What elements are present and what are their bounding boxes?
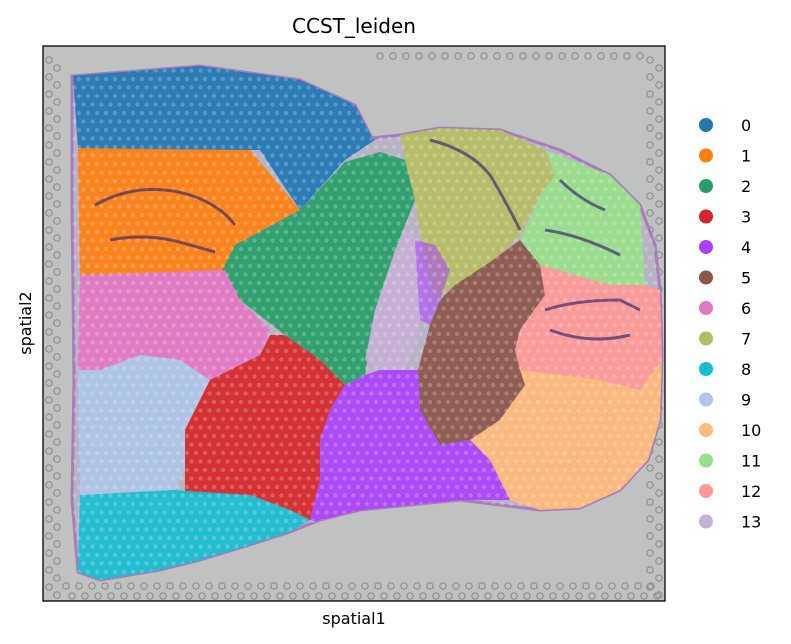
cluster-region-4 xyxy=(310,370,510,525)
cluster-region-0 xyxy=(72,66,375,210)
chart-title: CCST_leiden xyxy=(292,14,416,38)
cluster-region-9 xyxy=(78,355,210,495)
histology-stain-features xyxy=(94,138,641,341)
legend-label-11: 11 xyxy=(741,452,761,471)
cluster-region-3 xyxy=(185,335,345,520)
cluster-region-10 xyxy=(470,360,662,510)
legend-marker-11 xyxy=(699,453,713,468)
legend-label-3: 3 xyxy=(741,208,751,227)
legend-label-13: 13 xyxy=(741,513,761,532)
legend-label-4: 4 xyxy=(741,238,751,257)
legend-label-9: 9 xyxy=(741,391,751,410)
legend-label-8: 8 xyxy=(741,360,751,379)
legend-marker-0 xyxy=(699,118,713,132)
y-axis-label: spatial2 xyxy=(16,291,35,354)
legend-marker-5 xyxy=(699,270,713,285)
legend-marker-7 xyxy=(699,331,713,346)
cluster-region-12 xyxy=(515,265,662,390)
legend-label-7: 7 xyxy=(741,330,751,349)
legend-label-0: 0 xyxy=(741,116,751,135)
legend-label-6: 6 xyxy=(741,299,751,318)
legend-marker-2 xyxy=(699,179,713,193)
legend-label-10: 10 xyxy=(741,421,761,440)
legend-marker-8 xyxy=(699,362,713,376)
legend-marker-6 xyxy=(699,301,713,315)
cluster-region-5 xyxy=(418,240,545,445)
x-axis-label: spatial1 xyxy=(322,609,385,628)
legend-marker-12 xyxy=(699,484,713,498)
cluster-region-1 xyxy=(78,148,300,275)
legend-marker-3 xyxy=(699,209,713,224)
legend-marker-10 xyxy=(699,423,713,437)
legend-label-1: 1 xyxy=(741,147,751,166)
tissue-section xyxy=(70,64,664,582)
cluster-region-6 xyxy=(78,270,270,380)
cluster-region-13 xyxy=(365,230,425,370)
cluster-region-4b xyxy=(415,240,450,325)
legend-marker-4 xyxy=(699,240,713,254)
axes-frame xyxy=(42,45,666,602)
legend-marker-13 xyxy=(699,514,713,529)
cluster-region-8 xyxy=(78,490,310,580)
legend-label-2: 2 xyxy=(741,177,751,196)
legend-marker-9 xyxy=(699,392,713,407)
legend-marker-1 xyxy=(699,148,713,163)
cluster-region-2 xyxy=(222,152,415,385)
legend-label-5: 5 xyxy=(741,269,751,288)
legend-label-12: 12 xyxy=(741,482,761,501)
